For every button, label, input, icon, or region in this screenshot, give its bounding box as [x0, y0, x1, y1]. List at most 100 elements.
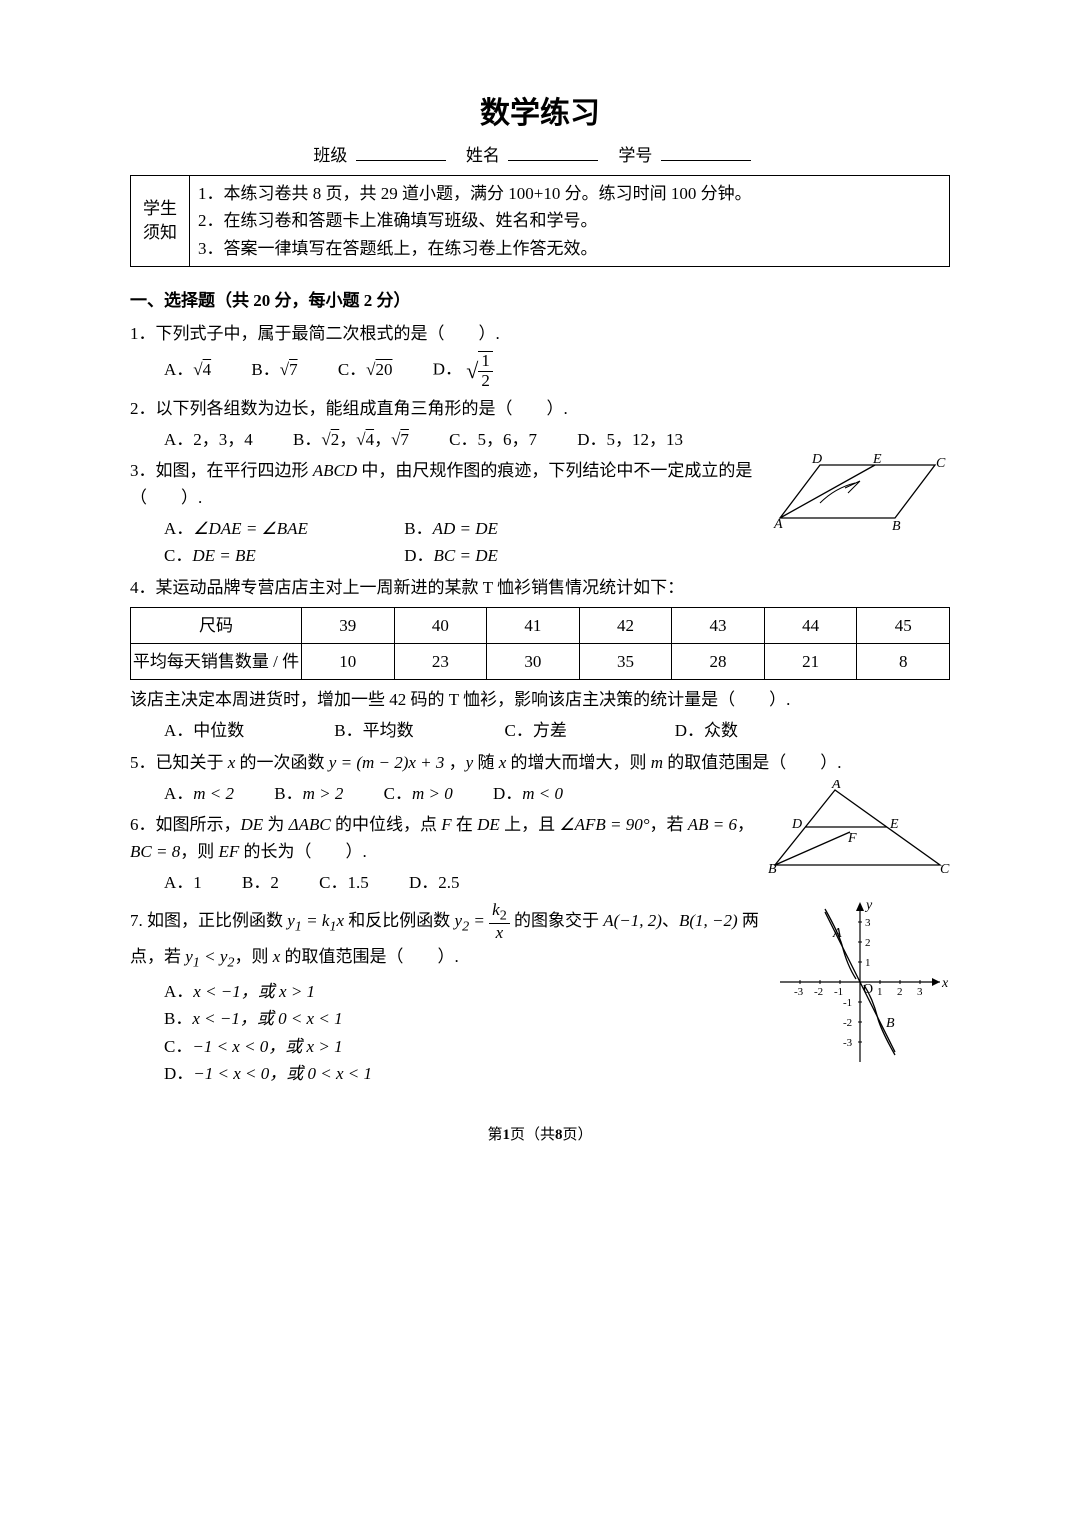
svg-text:D: D: [791, 817, 802, 832]
q2-D: D．5，12，13: [577, 426, 683, 453]
q4-table: 尺码 39 40 41 42 43 44 45 平均每天销售数量 / 件 10 …: [130, 607, 950, 680]
q4-C: C．方差: [505, 717, 635, 744]
svg-text:2: 2: [865, 937, 871, 949]
table-row: 尺码 39 40 41 42 43 44 45: [131, 607, 950, 643]
svg-text:B: B: [886, 1016, 895, 1031]
name-label: 姓名: [466, 146, 500, 165]
q6-D: D．2.5: [409, 869, 460, 896]
q5-B: B．m > 2: [274, 780, 343, 807]
svg-text:-1: -1: [834, 986, 843, 998]
svg-text:-2: -2: [843, 1017, 852, 1029]
q5-stem: 5．已知关于 x 的一次函数 y = (m − 2)x + 3 ，y 随 x 的…: [130, 749, 950, 776]
svg-text:-1: -1: [843, 997, 852, 1009]
q1-B: B．√7: [251, 356, 297, 383]
svg-text:3: 3: [865, 917, 871, 929]
notice-line-2: 2．在练习卷和答题卡上准确填写班级、姓名和学号。: [198, 207, 941, 234]
q3-figure: A B C D E: [760, 453, 950, 541]
q7-stem: 7. 如图，正比例函数 y1 = k1x 和反比例函数 y2 = k2x 的图象…: [130, 901, 770, 975]
notice-lines: 1．本练习卷共 8 页，共 29 道小题，满分 100+10 分。练习时间 10…: [190, 176, 950, 267]
q6-C: C．1.5: [319, 869, 369, 896]
q1-A: A．√4: [164, 356, 211, 383]
q5-D: D．m < 0: [493, 780, 563, 807]
q3-stem: 3．如图，在平行四边形 ABCD 中，由尺规作图的痕迹，下列结论中不一定成立的是…: [130, 457, 760, 511]
q2-A: A．2，3，4: [164, 426, 253, 453]
q6-A: A．1: [164, 869, 202, 896]
q7-figure: x y O -3 -2 -1 1 2 3 3 2 1 -1 -2 -3: [770, 897, 950, 1075]
notice-line-1: 1．本练习卷共 8 页，共 29 道小题，满分 100+10 分。练习时间 10…: [198, 180, 941, 207]
q6-stem: 6．如图所示，DE 为 ΔABC 的中位线，点 F 在 DE 上，且 ∠AFB …: [130, 811, 760, 865]
svg-text:A: A: [831, 780, 841, 792]
q6-options: A．1 B．2 C．1.5 D．2.5: [130, 869, 760, 896]
q5-C: C．m > 0: [384, 780, 453, 807]
id-blank[interactable]: [661, 143, 751, 161]
svg-text:1: 1: [877, 986, 883, 998]
svg-text:2: 2: [897, 986, 903, 998]
q3-A: A．∠DAE = ∠BAE: [164, 515, 364, 542]
q2-C: C．5，6，7: [449, 426, 537, 453]
q7-B: B．x < −1，或 0 < x < 1: [164, 1005, 770, 1032]
svg-text:O: O: [863, 982, 873, 997]
q3-options: A．∠DAE = ∠BAE B．AD = DE C．DE = BE D．BC =…: [130, 515, 760, 569]
page: 数学练习 班级 姓名 学号 学生须知 1．本练习卷共 8 页，共 29 道小题，…: [10, 0, 1070, 1197]
q1-stem: 1．下列式子中，属于最简二次根式的是（ ）.: [130, 320, 950, 347]
notice-left: 学生须知: [131, 176, 190, 267]
page-footer: 第1页（共8页）: [130, 1123, 950, 1147]
svg-text:E: E: [889, 817, 899, 832]
q5-q6-row: A．m < 2 B．m > 2 C．m > 0 D．m < 0 6．如图所示，D…: [130, 780, 950, 897]
id-label: 学号: [618, 146, 652, 165]
q2-options: A．2，3，4 B．√2，√4，√7 C．5，6，7 D．5，12，13: [130, 426, 950, 453]
q7: 7. 如图，正比例函数 y1 = k1x 和反比例函数 y2 = k2x 的图象…: [130, 897, 950, 1087]
svg-text:x: x: [941, 976, 949, 991]
notice-line-3: 3．答案一律填写在答题纸上，在练习卷上作答无效。: [198, 235, 941, 262]
q4-options: A．中位数 B．平均数 C．方差 D．众数: [130, 717, 950, 744]
notice-box: 学生须知 1．本练习卷共 8 页，共 29 道小题，满分 100+10 分。练习…: [130, 175, 950, 267]
q4-stem: 4．某运动品牌专营店店主对上一周新进的某款 T 恤衫销售情况统计如下：: [130, 574, 950, 601]
table-row: 平均每天销售数量 / 件 10 23 30 35 28 21 8: [131, 644, 950, 680]
q7-options: A．x < −1，或 x > 1 B．x < −1，或 0 < x < 1 C．…: [130, 978, 770, 1087]
q7-D: D．−1 < x < 0，或 0 < x < 1: [164, 1060, 770, 1087]
class-blank[interactable]: [356, 143, 446, 161]
svg-text:E: E: [872, 453, 882, 467]
svg-text:y: y: [864, 898, 873, 913]
q1-options: A．√4 B．√7 C．√20 D． √12: [130, 351, 950, 390]
notice-left-text: 学生须知: [139, 197, 181, 245]
q3-D: D．BC = DE: [404, 542, 498, 569]
svg-text:-3: -3: [843, 1037, 853, 1049]
q1-D: D． √12: [433, 351, 493, 390]
class-label: 班级: [313, 146, 347, 165]
svg-text:C: C: [940, 862, 950, 877]
q6-B: B．2: [242, 869, 279, 896]
svg-text:A: A: [832, 926, 842, 941]
q4-A: A．中位数: [164, 717, 294, 744]
svg-text:-2: -2: [814, 986, 823, 998]
q7-C: C．−1 < x < 0，或 x > 1: [164, 1033, 770, 1060]
q7-A: A．x < −1，或 x > 1: [164, 978, 770, 1005]
svg-text:D: D: [811, 453, 822, 467]
doc-title: 数学练习: [130, 90, 950, 138]
q2-stem: 2．以下列各组数为边长，能组成直角三角形的是（ ）.: [130, 395, 950, 422]
q4-r1h: 尺码: [131, 607, 302, 643]
q2-B: B．√2，√4，√7: [293, 426, 409, 453]
svg-text:C: C: [936, 456, 946, 471]
q3: 3．如图，在平行四边形 ABCD 中，由尺规作图的痕迹，下列结论中不一定成立的是…: [130, 453, 950, 570]
q3-C: C．DE = BE: [164, 542, 364, 569]
svg-text:3: 3: [917, 986, 923, 998]
q4-D: D．众数: [675, 717, 738, 744]
svg-text:-3: -3: [794, 986, 804, 998]
q4-stem2: 该店主决定本周进货时，增加一些 42 码的 T 恤衫，影响该店主决策的统计量是（…: [130, 686, 950, 713]
q5-options: A．m < 2 B．m > 2 C．m > 0 D．m < 0: [130, 780, 760, 807]
q3-B: B．AD = DE: [404, 515, 498, 542]
q5-A: A．m < 2: [164, 780, 234, 807]
section-1-head: 一、选择题（共 20 分，每小题 2 分）: [130, 287, 950, 314]
q1-C: C．√20: [338, 356, 393, 383]
svg-text:A: A: [773, 517, 783, 532]
header-fields: 班级 姓名 学号: [130, 142, 950, 169]
svg-text:B: B: [768, 862, 777, 877]
svg-text:1: 1: [865, 957, 871, 969]
q4-r2h: 平均每天销售数量 / 件: [131, 644, 302, 680]
q4-B: B．平均数: [334, 717, 464, 744]
name-blank[interactable]: [508, 143, 598, 161]
svg-text:F: F: [847, 831, 857, 846]
svg-text:B: B: [892, 519, 901, 533]
q6-figure: A B C D E F: [760, 780, 950, 888]
